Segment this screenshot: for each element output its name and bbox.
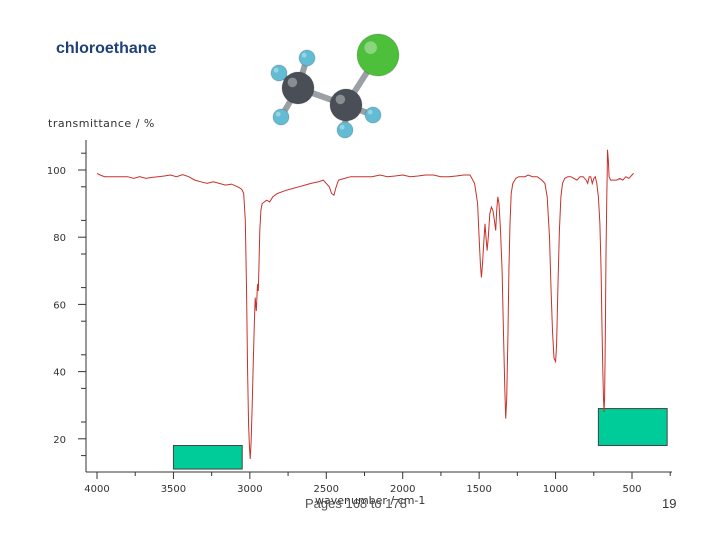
axes	[85, 140, 672, 473]
y-axis-label: transmittance / %	[48, 117, 155, 130]
atom-highlight	[335, 94, 346, 105]
slide-title: chloroethane	[56, 40, 157, 57]
x-tick-label: 3000	[237, 484, 262, 495]
hydrogen-atom	[298, 49, 316, 67]
highlight-box	[172, 445, 243, 470]
x-tick-label: 3500	[161, 484, 186, 495]
atom-highlight	[364, 41, 377, 54]
series	[96, 149, 634, 460]
atom-highlight	[367, 109, 373, 115]
chlorine-atom	[356, 33, 400, 77]
x-tick-label: 4000	[84, 484, 109, 495]
x-tick-label: 500	[622, 484, 641, 495]
carbon-atom	[329, 88, 363, 122]
hydrogen-atom	[272, 108, 290, 126]
y-tick-label: 20	[53, 435, 66, 446]
atom-highlight	[275, 111, 281, 117]
carbon-atom	[281, 71, 315, 105]
hydrogen-atom	[364, 106, 382, 124]
atom-highlight	[287, 77, 298, 88]
y-tick-label: 80	[53, 233, 66, 244]
footer-pages: Pages 168 to 178	[305, 496, 407, 511]
x-tick-label: 2500	[314, 484, 339, 495]
atom-highlight	[301, 52, 307, 58]
y-tick-label: 100	[47, 166, 66, 177]
hydrogen-atom	[336, 121, 354, 139]
y-tick-label: 60	[53, 300, 66, 311]
highlight-box	[597, 408, 668, 447]
spectrum-line	[96, 149, 634, 460]
atom-highlight	[339, 124, 345, 130]
x-tick-label: 2000	[390, 484, 415, 495]
ticks: 20 40 60 80 100 4000 3500 3000 2500 2000 1500 1000 5…	[47, 152, 671, 495]
x-tick-label: 1000	[543, 484, 568, 495]
x-axis-label: wavenumber / cm-1	[315, 494, 426, 507]
y-tick-label: 40	[53, 368, 66, 379]
annotations	[172, 408, 668, 470]
atom-highlight	[273, 67, 279, 73]
page-number: 19	[662, 496, 677, 511]
molecule-model	[270, 33, 400, 139]
x-tick-label: 1500	[466, 484, 491, 495]
hydrogen-atom	[270, 64, 288, 82]
